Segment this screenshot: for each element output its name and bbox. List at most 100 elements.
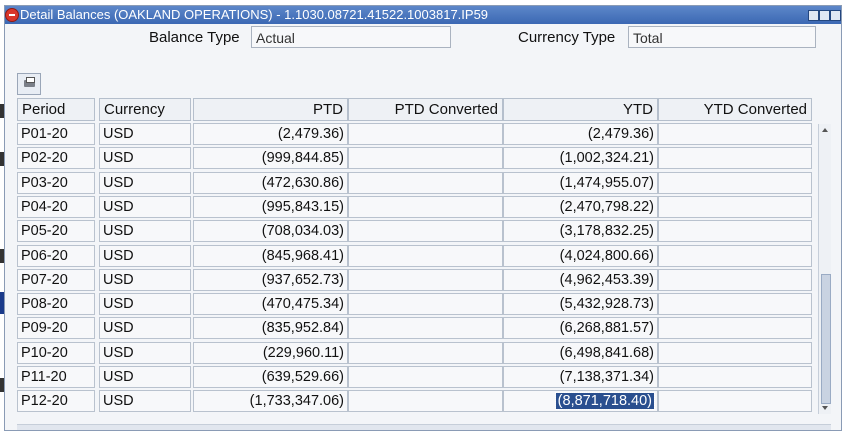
period-cell[interactable]: P04-20 — [17, 195, 95, 218]
maximize-button[interactable] — [819, 10, 830, 21]
ptd-cell[interactable]: (2,479.36) — [193, 123, 348, 145]
currency-cell[interactable]: USD — [99, 293, 191, 316]
ytd-cell[interactable]: (6,498,841.68) — [503, 341, 658, 364]
ptd-converted-cell[interactable] — [348, 390, 503, 413]
ptd-cell[interactable]: (470,475.34) — [193, 293, 348, 316]
ytd-cell[interactable]: (4,024,800.66) — [503, 244, 658, 267]
period-cell[interactable]: P10-20 — [17, 341, 95, 364]
ptd-cell[interactable]: (845,968.41) — [193, 244, 348, 267]
ytd-converted-cell[interactable] — [658, 317, 812, 340]
period-cell-value: P04-20 — [21, 198, 68, 215]
scroll-down-icon[interactable] — [822, 406, 828, 410]
ptd-cell[interactable]: (708,034.03) — [193, 220, 348, 243]
ptd-converted-cell[interactable] — [348, 293, 503, 316]
print-button[interactable] — [17, 73, 41, 95]
ytd-converted-cell[interactable] — [658, 123, 812, 145]
currency-cell-value: USD — [103, 344, 134, 361]
minimize-button[interactable] — [808, 10, 819, 21]
column-header-ptd[interactable]: PTD — [193, 98, 348, 121]
ptd-cell[interactable]: (1,733,347.06) — [193, 390, 348, 413]
ptd-converted-cell[interactable] — [348, 317, 503, 340]
ptd-converted-cell[interactable] — [348, 366, 503, 388]
ptd-cell[interactable]: (835,952.84) — [193, 317, 348, 340]
ptd-converted-cell[interactable] — [348, 147, 503, 170]
currency-type-field[interactable]: Total — [628, 26, 816, 48]
horizontal-scrollbar[interactable] — [17, 424, 831, 430]
scroll-up-icon[interactable] — [822, 128, 828, 132]
column-header-ytd[interactable]: YTD — [503, 98, 658, 121]
ytd-cell[interactable]: (1,474,955.07) — [503, 171, 658, 194]
column-header-period[interactable]: Period — [17, 98, 95, 121]
currency-cell[interactable]: USD — [99, 341, 191, 364]
ytd-cell[interactable]: (3,178,832.25) — [503, 220, 658, 243]
currency-cell[interactable]: USD — [99, 171, 191, 194]
column-header-ytd-converted[interactable]: YTD Converted — [658, 98, 812, 121]
period-cell[interactable]: P09-20 — [17, 317, 95, 340]
currency-cell[interactable]: USD — [99, 147, 191, 170]
ytd-converted-cell[interactable] — [658, 341, 812, 364]
ytd-cell[interactable]: (2,479.36) — [503, 123, 658, 145]
period-cell[interactable]: P11-20 — [17, 366, 95, 388]
ptd-converted-cell[interactable] — [348, 171, 503, 194]
close-icon[interactable] — [5, 8, 19, 22]
ytd-converted-cell[interactable] — [658, 268, 812, 291]
ytd-converted-cell[interactable] — [658, 171, 812, 194]
window-titlebar[interactable]: Detail Balances (OAKLAND OPERATIONS) - 1… — [5, 6, 841, 24]
ptd-cell[interactable]: (999,844.85) — [193, 147, 348, 170]
ytd-converted-cell[interactable] — [658, 390, 812, 413]
currency-cell[interactable]: USD — [99, 123, 191, 145]
ytd-converted-cell[interactable] — [658, 147, 812, 170]
ptd-cell-value: (472,630.86) — [261, 174, 344, 191]
period-cell[interactable]: P02-20 — [17, 147, 95, 170]
ytd-cell[interactable]: (6,268,881.57) — [503, 317, 658, 340]
period-cell-value: P06-20 — [21, 247, 68, 264]
currency-cell[interactable]: USD — [99, 390, 191, 413]
currency-cell[interactable]: USD — [99, 195, 191, 218]
ptd-cell[interactable]: (937,652.73) — [193, 268, 348, 291]
ytd-cell[interactable]: (1,002,324.21) — [503, 147, 658, 170]
ytd-cell[interactable]: (2,470,798.22) — [503, 195, 658, 218]
currency-cell[interactable]: USD — [99, 268, 191, 291]
ptd-converted-cell[interactable] — [348, 341, 503, 364]
ytd-cell[interactable]: (7,138,371.34) — [503, 366, 658, 388]
currency-cell[interactable]: USD — [99, 244, 191, 267]
ytd-cell-value: (6,268,881.57) — [559, 320, 654, 337]
scroll-thumb[interactable] — [821, 274, 831, 404]
currency-cell[interactable]: USD — [99, 366, 191, 388]
ytd-converted-cell[interactable] — [658, 366, 812, 388]
close-button[interactable] — [830, 10, 841, 21]
ytd-cell[interactable]: (5,432,928.73) — [503, 293, 658, 316]
ptd-converted-cell[interactable] — [348, 195, 503, 218]
ptd-cell[interactable]: (472,630.86) — [193, 171, 348, 194]
period-cell[interactable]: P08-20 — [17, 293, 95, 316]
currency-cell[interactable]: USD — [99, 220, 191, 243]
vertical-scrollbar[interactable] — [818, 124, 831, 414]
ptd-converted-cell[interactable] — [348, 220, 503, 243]
ptd-converted-cell[interactable] — [348, 244, 503, 267]
period-cell[interactable]: P05-20 — [17, 220, 95, 243]
ptd-cell[interactable]: (995,843.15) — [193, 195, 348, 218]
ptd-converted-cell[interactable] — [348, 123, 503, 145]
period-cell[interactable]: P01-20 — [17, 123, 95, 145]
ytd-converted-cell[interactable] — [658, 195, 812, 218]
print-icon — [24, 77, 35, 87]
column-header-currency[interactable]: Currency — [99, 98, 191, 121]
period-cell[interactable]: P06-20 — [17, 244, 95, 267]
period-cell[interactable]: P07-20 — [17, 268, 95, 291]
ptd-cell-value: (470,475.34) — [261, 296, 344, 313]
ytd-cell[interactable]: (4,962,453.39) — [503, 268, 658, 291]
period-cell[interactable]: P03-20 — [17, 171, 95, 194]
period-cell-value: P01-20 — [21, 126, 68, 142]
ytd-converted-cell[interactable] — [658, 293, 812, 316]
ytd-cell[interactable]: (8,871,718.40) — [503, 390, 658, 413]
ptd-cell[interactable]: (229,960.11) — [193, 341, 348, 364]
period-cell[interactable]: P12-20 — [17, 390, 95, 413]
ytd-converted-cell[interactable] — [658, 220, 812, 243]
ptd-cell[interactable]: (639,529.66) — [193, 366, 348, 388]
currency-cell[interactable]: USD — [99, 317, 191, 340]
ytd-converted-cell[interactable] — [658, 244, 812, 267]
balance-type-field[interactable]: Actual — [251, 26, 451, 48]
ptd-converted-cell[interactable] — [348, 268, 503, 291]
period-cell-value: P05-20 — [21, 223, 68, 240]
column-header-ptd-converted[interactable]: PTD Converted — [348, 98, 503, 121]
